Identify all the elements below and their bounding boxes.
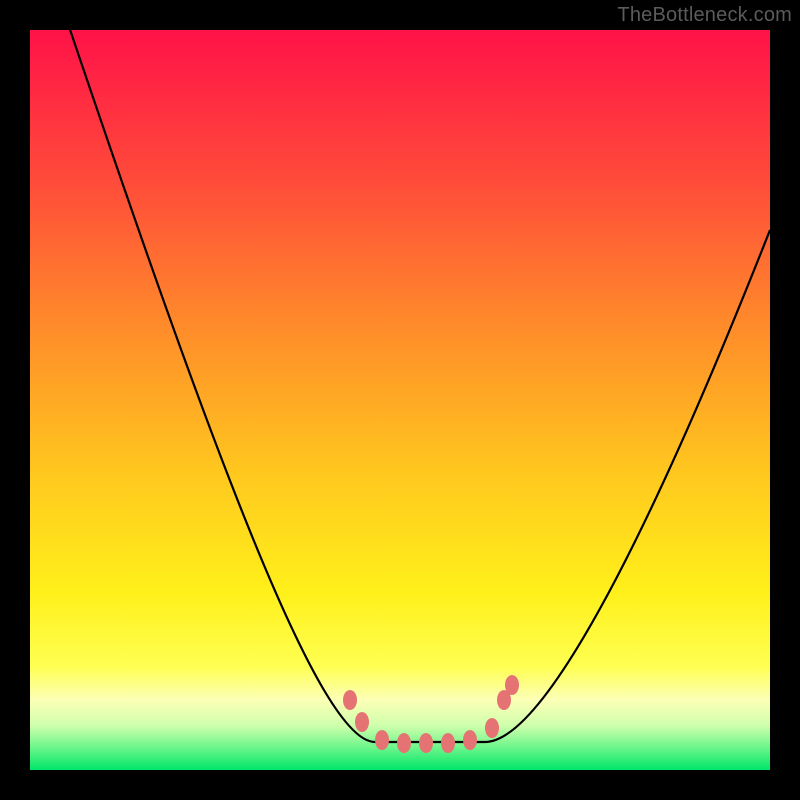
trough-marker [397, 733, 411, 753]
trough-marker [485, 718, 499, 738]
trough-marker [419, 733, 433, 753]
chart-background [30, 30, 770, 770]
trough-marker [505, 675, 519, 695]
trough-marker [441, 733, 455, 753]
trough-marker [375, 730, 389, 750]
trough-marker [343, 690, 357, 710]
bottleneck-chart-svg [0, 0, 800, 800]
chart-container: TheBottleneck.com [0, 0, 800, 800]
trough-marker [463, 730, 477, 750]
trough-marker [355, 712, 369, 732]
